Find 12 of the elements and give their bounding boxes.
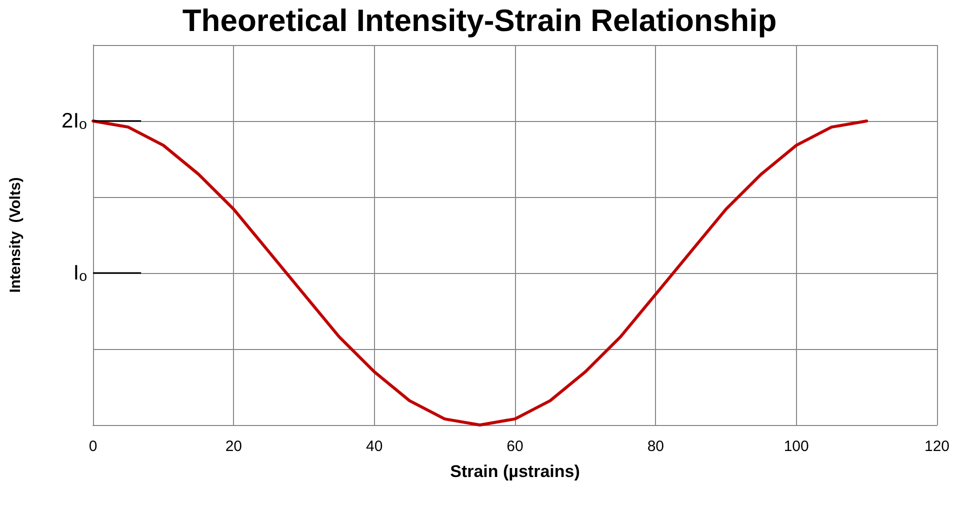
x-tick-label: 80	[647, 438, 664, 455]
x-tick-label: 0	[88, 438, 98, 455]
x-tick-label: 100	[784, 438, 809, 455]
x-tick-label: 40	[366, 438, 383, 455]
x-tick-label: 60	[506, 438, 524, 455]
x-tick-label: 120	[924, 438, 950, 455]
ref-line-label: 2Iₒ	[62, 110, 88, 132]
ref-line-label: Iₒ	[73, 262, 88, 284]
x-axis-title: Strain (µstrains)	[450, 462, 580, 481]
y-axis-title: Intensity (Volts)	[7, 177, 24, 293]
x-tick-label: 20	[225, 438, 242, 455]
chart-title: Theoretical Intensity-Strain Relationship	[182, 3, 777, 38]
